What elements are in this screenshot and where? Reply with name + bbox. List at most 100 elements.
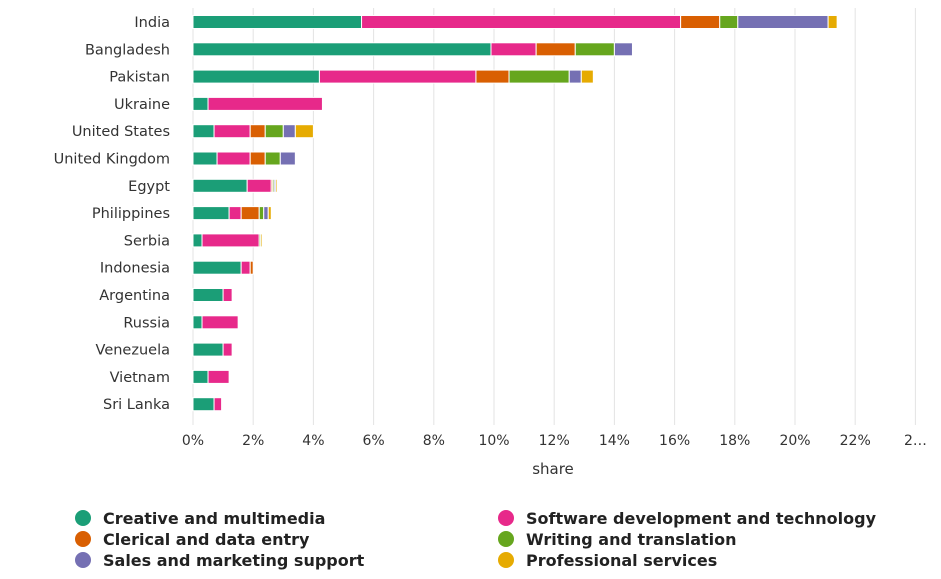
- category-label: India: [134, 15, 170, 31]
- x-tick-label: 20%: [779, 433, 810, 449]
- legend-swatch: [75, 510, 91, 526]
- bar-segment: [680, 15, 721, 29]
- bar-segment: [719, 15, 739, 29]
- bar-segment: [207, 369, 230, 384]
- bar-segment: [282, 124, 296, 139]
- bar-segment: [192, 124, 215, 139]
- category-label: Vietnam: [110, 370, 170, 386]
- bar-segment: [192, 288, 224, 302]
- category-label: Pakistan: [109, 70, 170, 86]
- bar-segment: [240, 260, 251, 275]
- bar-segment: [264, 151, 281, 166]
- x-tick-label: 6%: [362, 433, 384, 449]
- category-label: United States: [72, 124, 170, 140]
- bar-segment: [192, 15, 363, 29]
- bar-segment: [568, 69, 582, 84]
- x-tick-label: 22%: [840, 433, 871, 449]
- legend-label: Software development and technology: [526, 509, 877, 528]
- x-tick-label: 16%: [659, 433, 690, 449]
- bar-segment: [267, 206, 272, 221]
- legend-item: Clerical and data entry: [75, 530, 310, 549]
- x-tick-label: 4%: [302, 433, 324, 449]
- legend-swatch: [498, 510, 514, 526]
- bar-segment: [490, 42, 537, 57]
- x-tick-label: 10%: [478, 433, 509, 449]
- bar-segment: [213, 397, 223, 412]
- bar-segment: [294, 124, 314, 139]
- legend-swatch: [498, 531, 514, 547]
- category-label: Philippines: [92, 206, 170, 222]
- category-label: Indonesia: [100, 261, 170, 277]
- bar-segment: [249, 260, 254, 275]
- bar-segment: [213, 124, 251, 139]
- bar-segment: [318, 69, 477, 84]
- legend-swatch: [75, 531, 91, 547]
- legend: Creative and multimedia Software developm…: [75, 509, 877, 570]
- bar-segment: [361, 15, 682, 29]
- legend-swatch: [75, 552, 91, 568]
- bar-segment: [192, 233, 203, 248]
- legend-item: Writing and translation: [498, 530, 737, 549]
- legend-item: Sales and marketing support: [75, 551, 365, 570]
- x-axis-ticks: 0% 2% 4% 6% 8% 10% 12% 14% 16% 18% 20% 22% 2…: [182, 433, 927, 449]
- category-label: Serbia: [124, 233, 170, 249]
- bar-segment: [192, 69, 320, 84]
- legend-label: Clerical and data entry: [103, 530, 310, 549]
- category-label: Sri Lanka: [103, 397, 170, 413]
- bar-segment: [264, 124, 284, 139]
- x-tick-label: 18%: [719, 433, 750, 449]
- legend-label: Creative and multimedia: [103, 509, 325, 528]
- bar-segment: [475, 69, 510, 84]
- category-label: Ukraine: [114, 97, 170, 113]
- legend-label: Writing and translation: [526, 530, 737, 549]
- category-label: Egypt: [128, 179, 170, 195]
- bars: [192, 15, 838, 412]
- x-tick-label: 0%: [182, 433, 204, 449]
- bar-segment: [263, 206, 269, 221]
- legend-item: Professional services: [498, 551, 717, 570]
- legend-item: Software development and technology: [498, 509, 877, 528]
- category-label: Argentina: [99, 288, 170, 304]
- bar-segment: [249, 151, 266, 166]
- bar-segment: [228, 206, 242, 221]
- bar-segment: [192, 369, 209, 384]
- bar-segment: [222, 342, 233, 357]
- x-tick-label: 12%: [539, 433, 570, 449]
- bar-segment: [216, 151, 251, 166]
- bar-segment: [246, 178, 272, 193]
- legend-item: Creative and multimedia: [75, 509, 325, 528]
- category-label: Venezuela: [96, 343, 170, 359]
- bar-segment: [275, 178, 278, 193]
- category-labels: India Bangladesh Pakistan Ukraine United Sta…: [54, 15, 171, 413]
- x-axis-title: share: [532, 460, 574, 478]
- x-tick-label: 14%: [599, 433, 630, 449]
- category-label: Russia: [123, 315, 170, 331]
- bar-segment: [192, 151, 218, 166]
- x-tick-label: 8%: [423, 433, 445, 449]
- bar-segment: [508, 69, 570, 84]
- bar-segment: [260, 233, 263, 248]
- category-label: Bangladesh: [85, 42, 170, 58]
- bar-segment: [201, 315, 239, 330]
- bar-segment: [737, 15, 829, 29]
- bar-segment: [192, 96, 209, 111]
- bar-segment: [222, 288, 233, 302]
- bar-segment: [613, 42, 633, 57]
- legend-swatch: [498, 552, 514, 568]
- bar-segment: [574, 42, 615, 57]
- bar-segment: [201, 233, 260, 248]
- x-tick-label: 2…: [904, 433, 927, 449]
- legend-label: Professional services: [526, 551, 717, 570]
- bar-segment: [580, 69, 594, 84]
- bar-segment: [827, 15, 838, 29]
- bar-segment: [192, 342, 224, 357]
- bar-segment: [249, 124, 266, 139]
- bar-segment: [192, 315, 203, 330]
- x-tick-label: 2%: [242, 433, 264, 449]
- bar-segment: [192, 206, 230, 221]
- bar-segment: [207, 96, 323, 111]
- legend-label: Sales and marketing support: [103, 551, 365, 570]
- bar-segment: [258, 206, 265, 221]
